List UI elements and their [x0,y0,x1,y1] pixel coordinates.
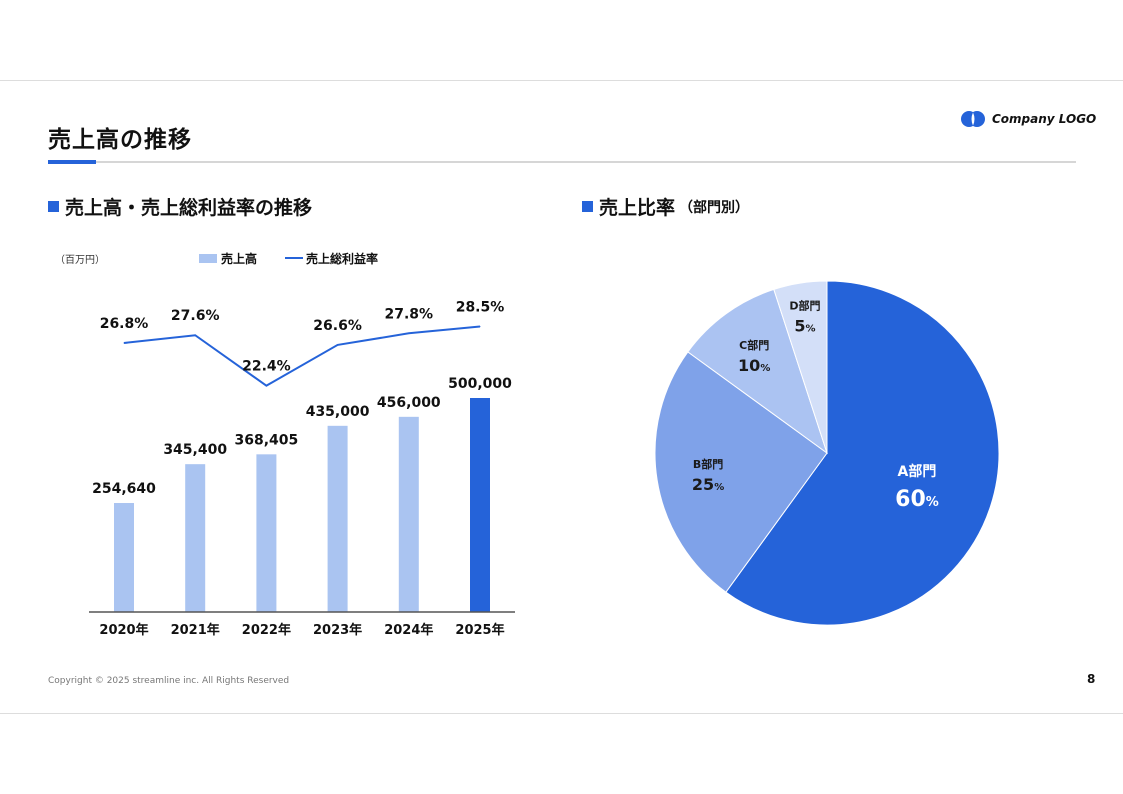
left-section-heading: 売上高・売上総利益率の推移 [48,193,312,220]
x-tick-label: 2023年 [313,622,362,638]
pie-slice-D部門 [773,280,828,454]
line-point [408,332,410,334]
pie-slice-value-number: 60 [895,487,926,512]
line-point [194,334,196,336]
pie-slice-value: 5% [794,317,815,336]
page-title: 売上高の推移 [48,127,192,153]
bar-value-label: 368,405 [235,432,299,448]
pie-slice-value-unit: % [760,363,770,374]
pie-slice-name: D部門 [789,299,820,313]
pie-slice-value-unit: % [926,495,939,510]
bar-2021年 [185,464,206,612]
company-logo: Company LOGO [960,110,1096,128]
right-section-subtitle: （部門別） [679,199,750,216]
right-section-heading: 売上比率 （部門別） [582,193,749,220]
top-divider [0,80,1123,81]
legend-label-bar: 売上高 [221,251,257,266]
pie-slice-name: A部門 [898,463,937,480]
bar-2020年 [114,503,134,612]
line-value-label: 26.8% [100,316,149,332]
unit-label: （百万円） [55,254,105,266]
x-tick-label: 2020年 [99,622,148,638]
right-section-title: 売上比率 [599,197,676,219]
legend-swatch-bar [199,254,217,263]
left-section-title: 売上高・売上総利益率の推移 [65,197,313,219]
line-value-label: 27.8% [385,306,434,322]
line-value-label: 22.4% [242,359,291,375]
bar-value-label: 456,000 [377,395,441,411]
square-bullet-icon [48,201,59,212]
logo-text: Company LOGO [992,112,1097,126]
bar-value-label: 254,640 [92,481,156,497]
title-accent-bar [48,160,96,164]
pie-slice-C部門 [687,288,828,455]
bar-2023年 [327,425,348,612]
pie-slice-value-unit: % [714,482,724,493]
x-tick-label: 2024年 [384,622,433,638]
line-point [123,342,125,344]
legend-label-line: 売上総利益率 [306,251,378,266]
x-tick-label: 2022年 [242,622,291,638]
pie-slice-value: 10% [738,356,770,375]
pie-slice-value-unit: % [805,324,815,335]
pie-slice-B部門 [654,351,828,593]
pie-slice-A部門 [725,280,1000,626]
logo-mark-icon [961,111,985,127]
bottom-divider [0,713,1123,714]
bar-value-label: 500,000 [448,376,512,392]
gross-margin-line [123,325,481,387]
x-tick-label: 2021年 [171,622,220,638]
pie-slice-value-number: 25 [692,475,714,494]
line-point [337,344,339,346]
line-point [479,326,481,328]
x-tick-label: 2025年 [455,622,504,638]
copyright-text: Copyright © 2025 streamline inc. All Rig… [48,676,290,686]
pie-slice-value-number: 5 [794,317,805,336]
pie-slice-value: 25% [692,475,724,494]
title-underline [48,161,1076,163]
pie-slice-name: B部門 [693,457,723,471]
pie-slice-name: C部門 [739,338,769,352]
bar-2022年 [256,454,277,612]
line-point [265,385,267,387]
bar-value-label: 435,000 [306,404,370,420]
line-value-label: 28.5% [456,300,505,316]
bar-value-label: 345,400 [163,442,227,458]
square-bullet-icon [582,201,593,212]
pie-slice-value: 60% [895,487,939,512]
line-value-label: 27.6% [171,308,220,324]
pie-slice-value-number: 10 [738,356,760,375]
bar-2025年 [470,398,490,612]
line-value-label: 26.6% [313,318,362,334]
bar-2024年 [398,416,419,612]
page-number: 8 [1087,672,1096,686]
